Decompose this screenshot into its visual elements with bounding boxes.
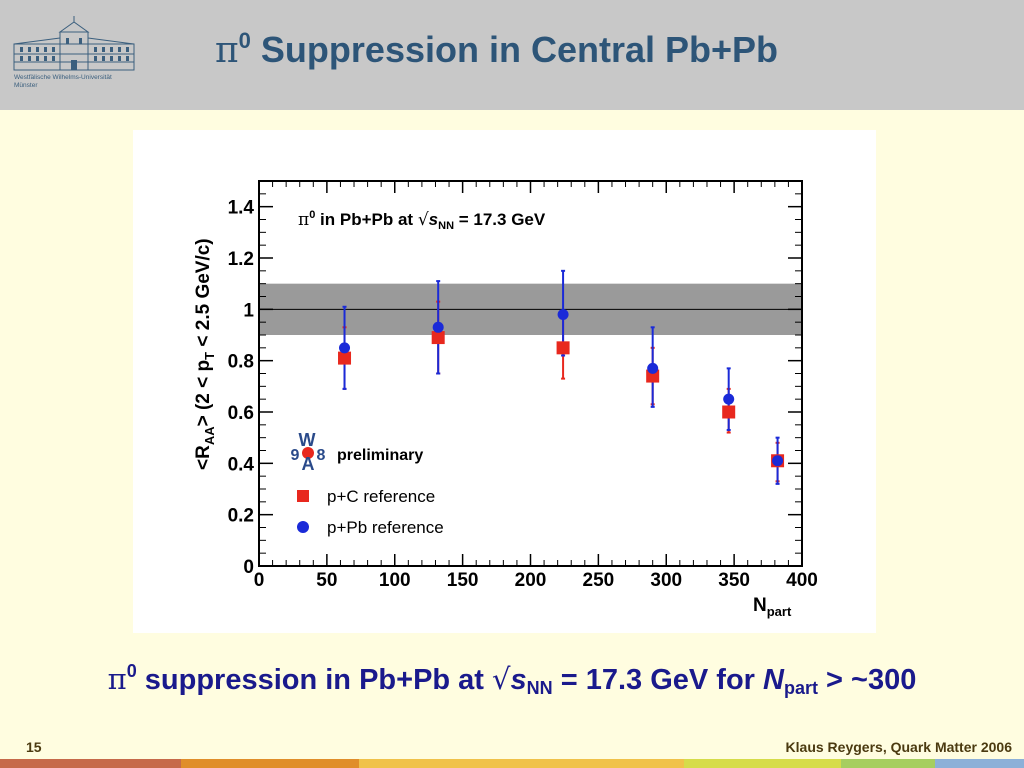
y-label-a-sub: AA (202, 426, 217, 445)
y-tick-label: 1.2 (228, 249, 254, 270)
footer-author: Klaus Reygers, Quark Matter 2006 (785, 739, 1012, 755)
annotation-sqrt: √ (418, 210, 429, 230)
caption-sup: 0 (126, 661, 137, 681)
x-tick-label: 100 (379, 570, 411, 591)
university-name-line2: Münster (14, 82, 38, 89)
annotation-s: s (429, 210, 438, 229)
y-tick-label: 0.8 (228, 352, 254, 373)
legend-marker-circle (297, 521, 309, 533)
annotation-text2: = 17.3 GeV (454, 210, 546, 229)
strip-segment (359, 759, 684, 768)
title-superscript: 0 (238, 28, 251, 53)
legend-marker-square (297, 490, 309, 502)
x-axis-label-sub: part (767, 604, 792, 619)
x-tick-label: 200 (515, 570, 547, 591)
wa98-9: 9 (291, 447, 300, 464)
y-label-c: < 2.5 GeV/c) (193, 238, 214, 352)
chart-panel: 0 50 100 150 200 250 300 350 400 0 0.2 0.4 0.6 0.8 1 1.… (133, 130, 876, 633)
y-label-a: <R (193, 445, 214, 470)
caption-sub: NN (526, 678, 553, 698)
caption-s: s (510, 664, 527, 696)
strip-segment (684, 759, 841, 768)
plot-frame (258, 180, 803, 567)
x-tick-label: 0 (254, 570, 265, 591)
data-point-square (556, 341, 570, 355)
caption-text1: suppression in Pb+Pb at (136, 664, 493, 696)
data-point-circle (432, 321, 444, 333)
title-text: Suppression in Central Pb+Pb (250, 29, 779, 70)
strip-segment (935, 759, 1024, 768)
annotation-pi: π (298, 210, 309, 230)
x-tick-label: 50 (316, 570, 337, 591)
data-point-square (338, 351, 352, 365)
x-tick-label: 350 (718, 570, 750, 591)
data-point-circle (772, 455, 784, 467)
data-point-circle (557, 308, 569, 320)
y-tick-label: 1 (243, 300, 254, 321)
data-point-circle (647, 362, 659, 374)
strip-segment (0, 759, 181, 768)
data-point-circle (723, 393, 735, 405)
x-axis-label-main: N (753, 595, 767, 616)
data-point-square (431, 331, 445, 345)
university-logo: Westfälische Wilhelms-Universität Münste… (10, 14, 138, 94)
wa98-a: A (302, 454, 315, 474)
university-building-icon (13, 16, 135, 71)
y-tick-label: 0.4 (228, 454, 255, 475)
wa98-w: W (299, 430, 316, 450)
annotation-sub: NN (438, 220, 454, 232)
x-tick-label: 400 (786, 570, 818, 591)
university-name-line1: Westfälische Wilhelms-Universität (14, 74, 112, 81)
legend-label: p+Pb reference (327, 518, 444, 537)
caption-text2: = 17.3 GeV for (552, 664, 764, 696)
x-tick-label: 300 (650, 570, 682, 591)
footer-color-strip (0, 759, 1024, 768)
y-axis-label: <RAA> (2 < pT < 2.5 GeV/c) (193, 238, 217, 470)
slide-title: π0 Suppression in Central Pb+Pb (215, 28, 778, 71)
slide-caption: π0 suppression in Pb+Pb at √sNN = 17.3 G… (0, 661, 1024, 699)
preliminary-label: preliminary (337, 447, 423, 464)
data-point-circle (339, 342, 351, 354)
data-point-square (646, 369, 660, 383)
caption-n: N (763, 664, 784, 696)
y-tick-label: 0.6 (228, 403, 254, 424)
annotation-text: in Pb+Pb at (315, 210, 418, 229)
y-tick-label: 0.2 (228, 506, 254, 527)
title-pi-symbol: π (215, 30, 239, 71)
slide-header: Westfälische Wilhelms-Universität Münste… (0, 0, 1024, 110)
raa-chart: 0 50 100 150 200 250 300 350 400 0 0.2 0.4 0.6 0.8 1 1.… (193, 180, 818, 619)
annotation-sup: 0 (309, 209, 315, 221)
wa98-star (302, 447, 314, 459)
legend-label: p+C reference (327, 487, 435, 506)
plot-annotation: π0 in Pb+Pb at √sNN = 17.3 GeV (298, 209, 546, 232)
y-tick-label: 1.4 (228, 198, 255, 219)
data-point-square (722, 405, 736, 419)
x-tick-label: 250 (583, 570, 615, 591)
x-tick-label: 150 (447, 570, 479, 591)
wa98-8: 8 (317, 447, 326, 464)
wa98-logo: W9 8A (291, 430, 326, 474)
caption-n-sub: part (783, 678, 818, 698)
y-label-b: > (2 < p (193, 360, 214, 427)
strip-segment (841, 759, 935, 768)
y-tick-label: 0 (243, 557, 254, 578)
caption-pi: π (107, 662, 127, 696)
strip-segment (181, 759, 359, 768)
caption-sqrt: √ (492, 662, 511, 696)
caption-text3: > ~300 (817, 664, 917, 696)
university-name: Westfälische Wilhelms-Universität Münste… (14, 74, 112, 90)
page-number: 15 (26, 739, 42, 755)
y-label-b-sub: T (202, 352, 217, 360)
x-axis-label: Npart (753, 595, 792, 619)
